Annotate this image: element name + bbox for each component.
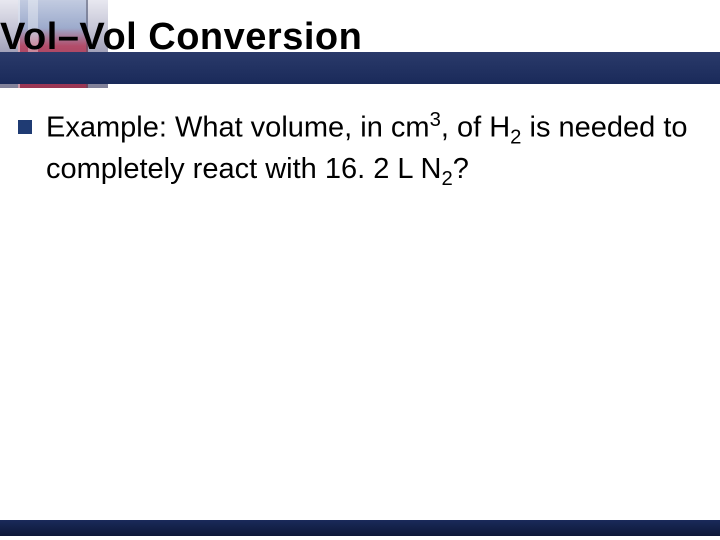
bullet-text: Example: What volume, in cm3, of H2 is n…: [46, 108, 698, 193]
bullet-marker-icon: [18, 120, 32, 134]
slide-title: Vol–Vol Conversion: [0, 16, 362, 59]
slide: Vol–Vol Conversion Example: What volume,…: [0, 0, 720, 540]
bullet-item: Example: What volume, in cm3, of H2 is n…: [18, 108, 698, 193]
footer-accent-bar: [0, 520, 720, 536]
slide-body: Example: What volume, in cm3, of H2 is n…: [18, 108, 698, 193]
header-area: Vol–Vol Conversion: [0, 0, 720, 88]
